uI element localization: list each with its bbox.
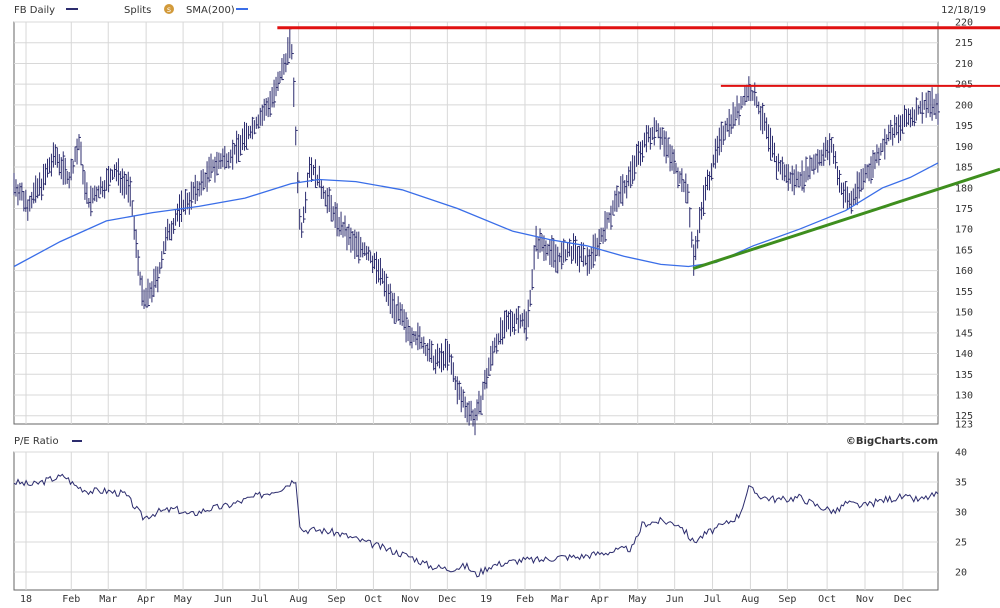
x-tick-label: Apr <box>591 594 609 605</box>
chart-header: FB Daily Splits s SMA(200) 12/18/19 <box>14 4 986 16</box>
x-tick-label: Apr <box>137 594 155 605</box>
splits-label: Splits <box>124 5 151 16</box>
x-tick-label: Sep <box>327 594 345 605</box>
price-y-tick-label: 215 <box>955 38 973 49</box>
pe-ratio-line <box>13 473 939 578</box>
x-tick-label: Sep <box>778 594 796 605</box>
price-y-tick-label: 185 <box>955 163 973 174</box>
price-y-tick-label: 160 <box>955 266 973 277</box>
x-tick-label: Dec <box>438 594 456 605</box>
price-y-tick-label: 140 <box>955 349 973 360</box>
splits-icon-glyph: s <box>167 5 171 14</box>
x-tick-label: Aug <box>741 594 759 605</box>
price-y-tick-label: 125 <box>955 411 973 422</box>
pe-y-tick-label: 20 <box>955 568 967 579</box>
x-tick-label: Nov <box>401 594 419 605</box>
x-tick-label: Feb <box>62 594 80 605</box>
price-y-tick-label: 190 <box>955 142 973 153</box>
x-tick-label: Aug <box>290 594 308 605</box>
x-tick-label: Mar <box>551 594 569 605</box>
x-tick-label: Oct <box>818 594 836 605</box>
price-y-tick-label: 155 <box>955 287 973 298</box>
pe-y-tick-label: 30 <box>955 508 967 519</box>
price-y-tick-label: 135 <box>955 370 973 381</box>
pe-label: P/E Ratio <box>14 436 59 447</box>
x-tick-label: Jul <box>251 594 269 605</box>
x-tick-label: Jul <box>704 594 722 605</box>
price-panel: 2202152102052001951901851801751701651601… <box>13 18 1000 436</box>
x-tick-label: May <box>629 594 647 605</box>
price-y-tick-label: 123 <box>955 420 973 431</box>
price-ohlc-bars <box>13 26 940 436</box>
x-tick-label: Mar <box>99 594 117 605</box>
x-tick-label: 18 <box>20 594 32 605</box>
price-y-tick-label: 175 <box>955 204 973 215</box>
price-y-tick-label: 130 <box>955 390 973 401</box>
pe-gridlines <box>14 451 938 590</box>
x-axis-month-labels: 18 Feb Mar Apr May Jun Jul Aug Sep Oct Nov Dec 19 Feb… <box>20 594 912 605</box>
pe-y-tick-label: 40 <box>955 448 967 459</box>
x-tick-label: Oct <box>364 594 382 605</box>
pe-y-axis: 40 35 30 25 20 <box>955 448 967 579</box>
price-y-tick-label: 200 <box>955 100 973 111</box>
splits-icon <box>164 4 174 14</box>
sma-200-line <box>13 162 939 268</box>
pe-y-tick-label: 25 <box>955 538 967 549</box>
price-y-tick-label: 145 <box>955 328 973 339</box>
price-panel-frame <box>13 21 939 425</box>
price-y-tick-label: 150 <box>955 308 973 319</box>
x-tick-label: Nov <box>856 594 874 605</box>
sma-label: SMA(200) <box>186 5 235 16</box>
bigcharts-brand: ©BigCharts.com <box>846 436 938 447</box>
x-tick-label: May <box>174 594 192 605</box>
x-tick-label: Jun <box>666 594 684 605</box>
x-tick-label: Feb <box>516 594 534 605</box>
price-y-axis: 2202152102052001951901851801751701651601… <box>955 18 973 431</box>
x-tick-label: Dec <box>894 594 912 605</box>
price-y-tick-label: 220 <box>955 18 973 29</box>
chart-date: 12/18/19 <box>941 5 986 16</box>
pe-panel: P/E Ratio ©BigCharts.com 40 35 30 25 20 <box>13 436 967 591</box>
price-y-tick-label: 165 <box>955 245 973 256</box>
x-tick-label: Jun <box>214 594 232 605</box>
pe-y-tick-label: 35 <box>955 478 967 489</box>
symbol-label: FB Daily <box>14 5 55 16</box>
price-y-tick-label: 195 <box>955 121 973 132</box>
price-y-tick-label: 170 <box>955 225 973 236</box>
price-y-tick-label: 180 <box>955 183 973 194</box>
x-tick-label: 19 <box>480 594 492 605</box>
pe-panel-frame <box>13 451 939 591</box>
price-y-tick-label: 210 <box>955 59 973 70</box>
support-trendline <box>692 167 1000 271</box>
annotation-lines <box>277 26 1000 271</box>
